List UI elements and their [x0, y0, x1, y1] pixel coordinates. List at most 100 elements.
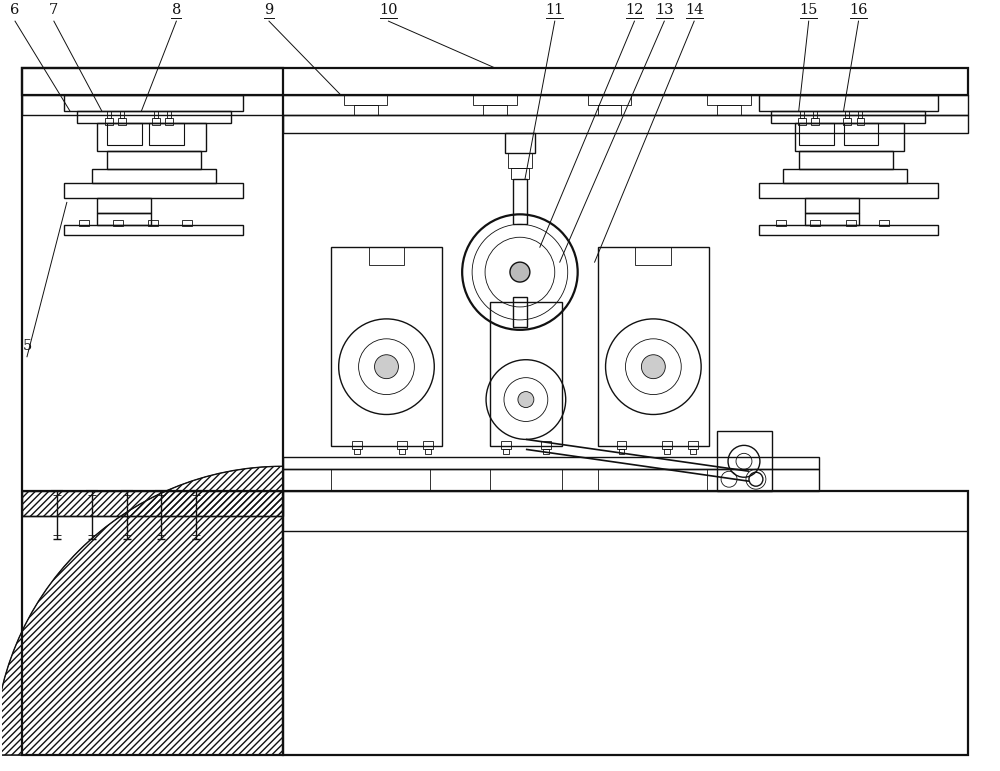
Bar: [397, 441, 407, 449]
Bar: [843, 118, 851, 125]
Bar: [97, 198, 151, 214]
Bar: [588, 95, 631, 105]
Bar: [505, 133, 535, 153]
Bar: [107, 111, 111, 118]
Bar: [503, 449, 509, 454]
Bar: [399, 449, 405, 454]
Bar: [799, 150, 893, 169]
Circle shape: [375, 355, 398, 379]
Bar: [619, 449, 624, 454]
Bar: [690, 449, 696, 454]
Bar: [598, 105, 621, 115]
Bar: [805, 214, 859, 225]
Bar: [541, 441, 551, 449]
Bar: [598, 470, 707, 491]
Bar: [97, 123, 206, 150]
Bar: [331, 470, 430, 491]
Bar: [717, 105, 741, 115]
Text: 14: 14: [685, 3, 703, 17]
Bar: [759, 225, 938, 235]
Bar: [799, 123, 834, 145]
Bar: [64, 183, 243, 198]
Bar: [798, 118, 806, 125]
Bar: [759, 95, 938, 111]
Bar: [352, 441, 362, 449]
Bar: [22, 68, 968, 95]
Bar: [283, 115, 968, 133]
Bar: [511, 167, 529, 180]
Text: 9: 9: [264, 3, 274, 17]
Bar: [97, 214, 151, 225]
Text: 12: 12: [625, 3, 644, 17]
Bar: [118, 118, 126, 125]
Circle shape: [641, 355, 665, 379]
Bar: [490, 470, 562, 491]
Bar: [513, 180, 527, 224]
Bar: [800, 111, 804, 118]
Text: 16: 16: [849, 3, 868, 17]
Bar: [813, 111, 817, 118]
Bar: [771, 111, 925, 123]
Bar: [717, 432, 772, 491]
Bar: [105, 118, 113, 125]
Bar: [22, 491, 283, 516]
Text: 11: 11: [546, 3, 564, 17]
Bar: [879, 221, 889, 226]
Bar: [707, 95, 751, 105]
Bar: [148, 221, 158, 226]
Bar: [425, 449, 431, 454]
Bar: [283, 457, 819, 470]
Bar: [283, 470, 819, 491]
Bar: [635, 247, 671, 265]
Bar: [354, 105, 378, 115]
Bar: [473, 95, 517, 105]
Bar: [846, 221, 856, 226]
Bar: [688, 441, 698, 449]
Bar: [77, 111, 231, 123]
Bar: [354, 449, 360, 454]
Bar: [776, 221, 786, 226]
Text: 8: 8: [172, 3, 181, 17]
Bar: [795, 123, 904, 150]
Bar: [805, 198, 859, 214]
Bar: [92, 169, 216, 183]
Text: 13: 13: [655, 3, 674, 17]
Bar: [598, 247, 709, 446]
Bar: [165, 118, 173, 125]
Bar: [331, 247, 442, 446]
Bar: [845, 111, 849, 118]
Bar: [513, 297, 527, 327]
Bar: [107, 150, 201, 169]
Bar: [369, 247, 404, 265]
Bar: [501, 441, 511, 449]
Bar: [662, 441, 672, 449]
Bar: [182, 221, 192, 226]
Bar: [811, 118, 819, 125]
Text: 7: 7: [49, 3, 58, 17]
Bar: [79, 221, 89, 226]
Bar: [22, 68, 283, 755]
Bar: [490, 302, 562, 446]
Bar: [810, 221, 820, 226]
Bar: [664, 449, 670, 454]
Text: 6: 6: [10, 3, 20, 17]
Bar: [107, 123, 142, 145]
Bar: [857, 118, 864, 125]
Text: 10: 10: [379, 3, 398, 17]
Bar: [64, 95, 243, 111]
Text: 5: 5: [22, 338, 32, 353]
Bar: [783, 169, 907, 183]
Bar: [543, 449, 549, 454]
Bar: [423, 441, 433, 449]
Bar: [113, 221, 123, 226]
Bar: [844, 123, 878, 145]
Bar: [283, 491, 968, 755]
Bar: [149, 123, 184, 145]
Bar: [22, 95, 968, 115]
Bar: [154, 111, 158, 118]
Bar: [483, 105, 507, 115]
Text: 15: 15: [800, 3, 818, 17]
Bar: [759, 183, 938, 198]
Bar: [152, 118, 160, 125]
Circle shape: [510, 262, 530, 282]
